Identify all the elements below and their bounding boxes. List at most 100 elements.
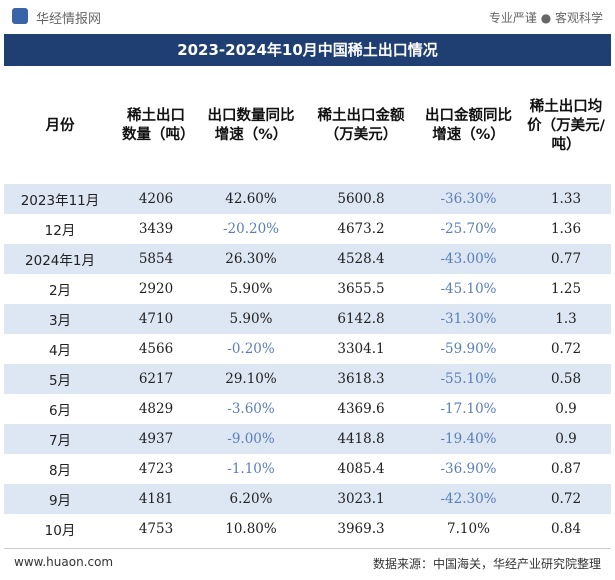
cell: 0.87 <box>550 461 582 477</box>
cell: -1.10% <box>227 461 275 477</box>
cell: -36.30% <box>416 184 521 214</box>
cell: 4369.6 <box>337 401 385 417</box>
column-header: 出口数量同比增速（%） <box>207 108 295 143</box>
source: 数据来源：中国海关，华经产业研究院整理 <box>372 557 601 571</box>
cell: 3439 <box>138 221 174 237</box>
cell: 42.60% <box>196 184 306 214</box>
cell: 6142.8 <box>306 304 416 334</box>
cell: 3655.5 <box>337 281 385 297</box>
table-row: 6月 4829 -3.60% 4369.6 -17.10% 0.9 <box>4 394 611 424</box>
cell: 5.90% <box>229 281 273 297</box>
cell: -36.90% <box>440 461 497 477</box>
cell: 6217 <box>116 364 196 394</box>
cell: 0.72 <box>521 484 611 514</box>
column-header: 稀土出口数量（吨） <box>122 108 195 143</box>
row-label: 10月 <box>44 523 76 539</box>
row-label: 12月 <box>44 223 76 239</box>
table-row: 2月 2920 5.90% 3655.5 -45.10% 1.25 <box>4 274 611 304</box>
cell: 0.9 <box>555 401 577 417</box>
cell: 3618.3 <box>306 364 416 394</box>
cell: -45.10% <box>440 281 497 297</box>
cell: 4937 <box>116 424 196 454</box>
cell: 2920 <box>138 281 174 297</box>
row-label: 2023年11月 <box>4 184 116 214</box>
cell: 6.20% <box>196 484 306 514</box>
cell: -20.20% <box>222 221 280 237</box>
logo[interactable]: 华经情报网 <box>36 12 102 27</box>
table-row: 5月 6217 29.10% 3618.3 -55.10% 0.58 <box>4 364 611 394</box>
cell: 4418.8 <box>306 424 416 454</box>
cell: -59.90% <box>440 341 497 357</box>
cell: 4528.4 <box>306 244 416 274</box>
cell: -0.20% <box>227 341 275 357</box>
cell: -42.30% <box>416 484 521 514</box>
footer: www.huaon.com 数据来源：中国海关，华经产业研究院整理 <box>4 548 611 577</box>
cell: -31.30% <box>416 304 521 334</box>
row-label: 5月 <box>4 364 116 394</box>
cell: 1.36 <box>550 221 582 237</box>
row-label: 6月 <box>48 403 72 419</box>
column-header: 月份 <box>45 117 75 134</box>
cell: 4566 <box>138 341 174 357</box>
table-row: 3月 4710 5.90% 6142.8 -31.30% 1.3 <box>4 304 611 334</box>
cell: -9.00% <box>196 424 306 454</box>
cell: 26.30% <box>196 244 306 274</box>
row-label: 9月 <box>4 484 116 514</box>
row-label: 3月 <box>4 304 116 334</box>
table-row: 2024年1月 5854 26.30% 4528.4 -43.00% 0.77 <box>4 244 611 274</box>
cell: 5.90% <box>196 304 306 334</box>
cell: 4753 <box>138 521 174 537</box>
cell: 3969.3 <box>337 521 385 537</box>
cell: 5600.8 <box>306 184 416 214</box>
cell: 4085.4 <box>337 461 385 477</box>
site-url[interactable]: www.huaon.com <box>14 555 114 569</box>
table-row: 4月 4566 -0.20% 3304.1 -59.90% 0.72 <box>4 334 611 364</box>
row-label: 2月 <box>48 283 72 299</box>
cell: 10.80% <box>225 521 277 537</box>
row-label: 2024年1月 <box>4 244 116 274</box>
cell: 0.72 <box>550 341 582 357</box>
row-label: 7月 <box>4 424 116 454</box>
cell: 7.10% <box>447 521 490 537</box>
cell: -25.70% <box>440 221 497 237</box>
row-label: 4月 <box>48 343 72 359</box>
table-row: 2023年11月 4206 42.60% 5600.8 -36.30% 1.33 <box>4 184 611 214</box>
cell: 4206 <box>116 184 196 214</box>
header-row: 月份 稀土出口数量（吨） 出口数量同比增速（%） 稀土出口金额（万美元） 出口金额同比增… <box>4 68 611 184</box>
cell: -3.60% <box>227 401 275 417</box>
column-header: 稀土出口均价（万美元/吨） <box>527 98 605 153</box>
cell: 0.84 <box>550 521 582 537</box>
top-bar: 华经情报网 专业严谨 ● 客观科学 <box>0 0 615 32</box>
cell: 1.33 <box>521 184 611 214</box>
table-row: 8月 4723 -1.10% 4085.4 -36.90% 0.87 <box>4 454 611 484</box>
cell: 1.25 <box>550 281 582 297</box>
cell: 0.9 <box>521 424 611 454</box>
table-row: 12月 3439 -20.20% 4673.2 -25.70% 1.36 <box>4 214 611 244</box>
cell: 0.77 <box>521 244 611 274</box>
cell: -17.10% <box>440 401 497 417</box>
column-header: 稀土出口金额（万美元） <box>317 108 405 143</box>
cell: -19.40% <box>416 424 521 454</box>
cell: 4829 <box>138 401 174 417</box>
title: 2023-2024年10月中国稀土出口情况 <box>4 34 611 66</box>
cell: 3304.1 <box>337 341 385 357</box>
cell: 29.10% <box>196 364 306 394</box>
cell: 4723 <box>138 461 174 477</box>
row-label: 8月 <box>48 463 72 479</box>
column-header: 出口金额同比增速（%） <box>425 108 512 143</box>
cell: -43.00% <box>416 244 521 274</box>
cell: 0.58 <box>521 364 611 394</box>
table-row: 10月 4753 10.80% 3969.3 7.10% 0.84 <box>4 514 611 544</box>
table-row: 7月 4937 -9.00% 4418.8 -19.40% 0.9 <box>4 424 611 454</box>
cell: 3023.1 <box>306 484 416 514</box>
data-table: 月份 稀土出口数量（吨） 出口数量同比增速（%） 稀土出口金额（万美元） 出口金额同比增… <box>4 68 611 544</box>
table-row: 9月 4181 6.20% 3023.1 -42.30% 0.72 <box>4 484 611 514</box>
cell: 4673.2 <box>337 221 385 237</box>
cell: 4181 <box>116 484 196 514</box>
cell: 4710 <box>116 304 196 334</box>
cell: 1.3 <box>521 304 611 334</box>
logo-icon <box>12 8 28 24</box>
slogan: 专业严谨 ● 客观科学 <box>488 11 603 25</box>
cell: -55.10% <box>416 364 521 394</box>
